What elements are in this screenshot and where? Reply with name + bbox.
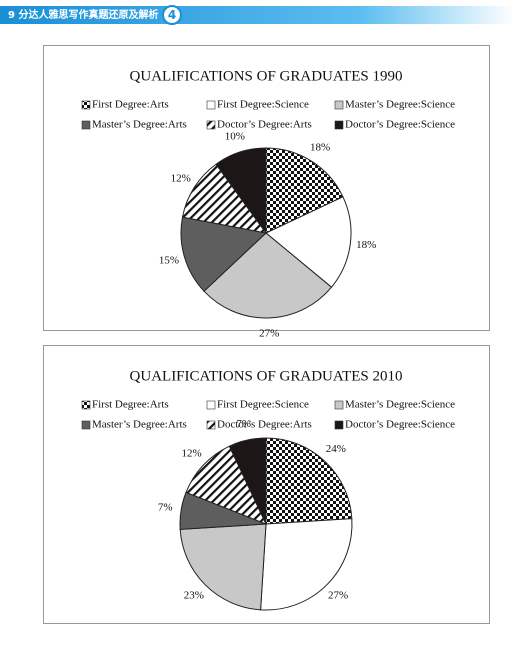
pie-slice — [265, 147, 344, 234]
data-label: 10% — [225, 130, 245, 142]
data-label: 24% — [326, 443, 346, 455]
pie-slice — [203, 232, 333, 319]
data-label: 27% — [259, 327, 279, 339]
legend-swatch — [206, 120, 216, 130]
legend-swatch — [206, 420, 216, 430]
legend-label: Master’s Degree:Arts — [92, 119, 187, 131]
data-label: 18% — [356, 239, 376, 251]
page-number: 4 — [168, 8, 176, 22]
legend-swatch — [334, 400, 344, 410]
page-badge — [162, 5, 182, 25]
legend-label: First Degree:Arts — [92, 99, 169, 111]
pie-slice — [179, 523, 267, 611]
data-label: 23% — [184, 590, 204, 602]
header-title: 9 分达人雅思写作真题还原及解析 — [8, 8, 158, 21]
legend-swatch — [334, 120, 344, 130]
data-label: 27% — [328, 590, 348, 602]
legend-swatch — [81, 400, 91, 410]
legend-label: First Degree:Arts — [92, 399, 169, 411]
data-label: 12% — [171, 172, 191, 184]
legend-swatch — [334, 420, 344, 430]
pie-slice — [228, 437, 267, 525]
data-label: 7% — [158, 502, 173, 514]
legend-swatch — [334, 100, 344, 110]
pie-slice — [180, 216, 268, 292]
legend-swatch — [206, 100, 216, 110]
legend-label: Doctor’s Degree:Arts — [217, 419, 312, 431]
legend-label: Master’s Degree:Science — [345, 99, 455, 111]
data-label: 7% — [236, 418, 251, 430]
legend-label: Doctor’s Degree:Arts — [217, 119, 312, 131]
legend-swatch — [81, 420, 91, 430]
chart-title: QUALIFICATIONS OF GRADUATES 1990 — [130, 68, 403, 84]
pie-slice — [265, 437, 353, 525]
legend-swatch — [81, 120, 91, 130]
pie-slice — [215, 147, 267, 235]
legend-label: Master’s Degree:Science — [345, 399, 455, 411]
legend-swatch — [81, 100, 91, 110]
data-label: 12% — [182, 448, 202, 460]
pie-slice — [181, 163, 268, 234]
pie-slice — [185, 445, 267, 525]
legend-swatch — [206, 400, 216, 410]
legend-label: Doctor’s Degree:Science — [345, 119, 455, 131]
data-label: 15% — [159, 255, 179, 267]
chart-title: QUALIFICATIONS OF GRADUATES 2010 — [130, 368, 403, 384]
pie-slice — [260, 518, 353, 611]
legend-label: First Degree:Science — [217, 99, 309, 111]
header-bar — [0, 6, 514, 24]
legend-label: Doctor’s Degree:Science — [345, 419, 455, 431]
data-label: 18% — [310, 141, 330, 153]
legend-label: Master’s Degree:Arts — [92, 419, 187, 431]
pie-slice — [265, 196, 352, 288]
legend-label: First Degree:Science — [217, 399, 309, 411]
